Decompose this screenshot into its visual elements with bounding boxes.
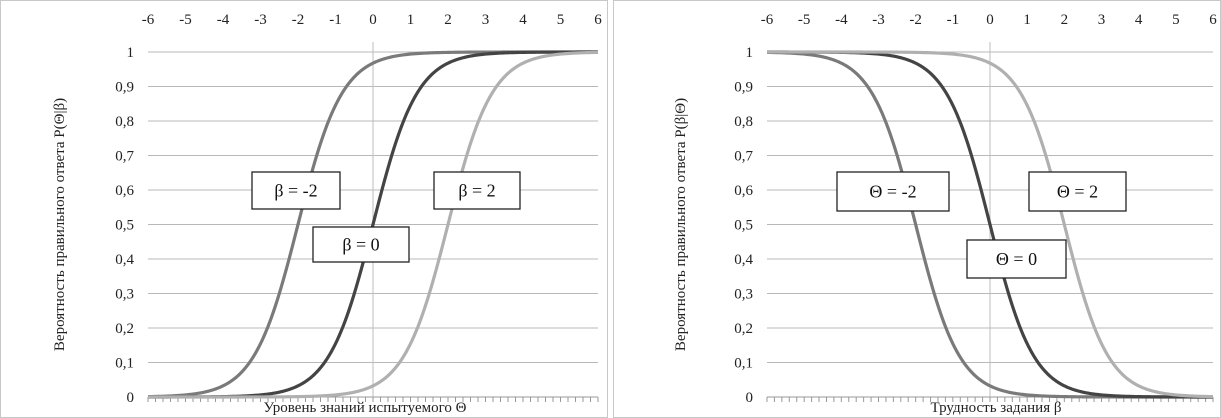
y-tick-label: 0,9 (734, 80, 753, 96)
panel-divider (608, 0, 613, 418)
x-tick-label: 0 (986, 12, 994, 28)
x-tick-label: -6 (761, 12, 774, 28)
x-tick-label: -1 (329, 12, 342, 28)
annotation-box (1028, 171, 1127, 212)
y-tick-label: 0,6 (734, 183, 753, 199)
x-tick-label: 3 (482, 12, 490, 28)
y-axis-label: Вероятность правильного ответа P(β|Θ) (673, 98, 689, 351)
y-tick-label: 0,4 (734, 252, 753, 268)
y-tick-label: 0,8 (734, 114, 753, 130)
annotation-box (312, 226, 410, 263)
y-tick-label: 0,1 (734, 356, 753, 372)
chart-left-svg: 0 0,1 0,2 0,3 0,4 0,5 0,6 0,7 0,8 0,9 1 -6 -5 -4 -3 -2 -… (0, 0, 608, 418)
y-tick-label: 0,2 (115, 321, 134, 337)
chart-left-panel: 0 0,1 0,2 0,3 0,4 0,5 0,6 0,7 0,8 0,9 1 -6 -5 -4 -3 -2 -… (0, 0, 608, 418)
y-tick-label: 0 (746, 390, 754, 406)
y-tick-label: 0,2 (734, 321, 753, 337)
x-tick-label: 0 (369, 12, 377, 28)
annotation-label: β = 2 (458, 181, 495, 201)
x-tick-label: 1 (1023, 12, 1031, 28)
x-tick-label: 5 (1172, 12, 1180, 28)
x-axis-label: Уровень знаний испытуемого Θ (264, 400, 467, 416)
x-tick-label: -1 (947, 12, 960, 28)
annotation-label: Θ = 0 (996, 249, 1037, 269)
y-tick-label: 0,5 (115, 218, 134, 234)
y-tick-label: 0,5 (734, 218, 753, 234)
x-tick-label: 4 (1135, 12, 1143, 28)
y-tick-label: 0,3 (115, 287, 134, 303)
x-tick-label: 1 (407, 12, 415, 28)
x-tick-label: 4 (519, 12, 527, 28)
y-tick-label: 0,1 (115, 356, 134, 372)
series-line (767, 50, 1214, 399)
x-tick-label: -4 (217, 12, 230, 28)
x-tick-label: 2 (1061, 12, 1069, 28)
annotation-box (433, 171, 521, 210)
annotation-box (251, 171, 341, 210)
annotation-box (836, 171, 950, 212)
annotation-label: Θ = 2 (1057, 182, 1098, 202)
chart-right-panel: 0 0,1 0,2 0,3 0,4 0,5 0,6 0,7 0,8 0,9 1 -6 -5 -4 -3 -2 -… (613, 0, 1221, 418)
x-tick-label: 6 (594, 12, 602, 28)
x-tick-label: -3 (872, 12, 885, 28)
x-tick-label: -2 (909, 12, 922, 28)
chart-right-svg: 0 0,1 0,2 0,3 0,4 0,5 0,6 0,7 0,8 0,9 1 -6 -5 -4 -3 -2 -… (613, 0, 1221, 418)
x-tick-label: -6 (142, 12, 155, 28)
x-tick-label: -5 (179, 12, 192, 28)
x-tick-label: -3 (254, 12, 267, 28)
y-tick-label: 0,3 (734, 287, 753, 303)
x-tick-label: -2 (292, 12, 305, 28)
y-tick-label: 0,8 (115, 114, 134, 130)
x-axis-label: Трудность задания β (931, 400, 1062, 416)
x-tick-label: 5 (557, 12, 565, 28)
x-tick-label: -4 (835, 12, 848, 28)
series-line (148, 50, 599, 399)
x-tick-label: 6 (1209, 12, 1217, 28)
y-tick-label: 0,6 (115, 183, 134, 199)
x-tick-label: -5 (798, 12, 811, 28)
x-tick-label: 3 (1098, 12, 1106, 28)
y-tick-label: 0,7 (734, 149, 753, 165)
x-tick-label: 2 (444, 12, 452, 28)
annotation-label: β = 0 (342, 235, 379, 255)
y-tick-label: 0,9 (115, 80, 134, 96)
annotation-label: β = -2 (274, 181, 317, 201)
y-axis-label: Вероятность правильного ответа P(Θ|β) (52, 98, 68, 351)
annotation-box (966, 239, 1067, 279)
y-tick-label: 0,4 (115, 252, 134, 268)
y-tick-label: 1 (127, 45, 135, 61)
y-tick-label: 0,7 (115, 149, 134, 165)
y-tick-label: 0 (127, 390, 135, 406)
y-tick-label: 1 (746, 45, 754, 61)
annotation-label: Θ = -2 (869, 182, 916, 202)
